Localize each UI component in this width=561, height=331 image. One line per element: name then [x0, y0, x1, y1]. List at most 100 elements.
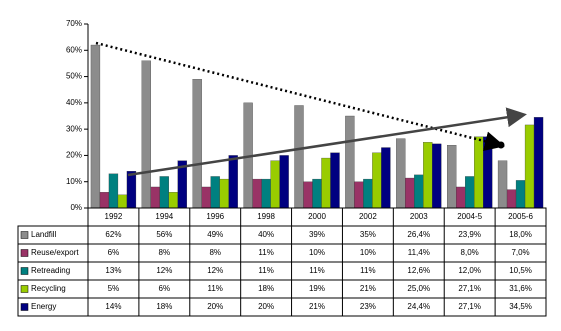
legend-key [20, 303, 29, 311]
bar [465, 176, 475, 209]
x-tick-label: 2005-6 [508, 212, 533, 221]
bar [90, 44, 101, 209]
table-value: 6% [108, 248, 120, 257]
bar [108, 173, 119, 209]
bar [497, 160, 508, 209]
legend-key [20, 267, 29, 275]
table-value: 18% [258, 284, 274, 293]
bar [524, 124, 535, 209]
bar [483, 136, 493, 209]
table-value: 49% [207, 230, 223, 239]
table-value: 62% [105, 230, 121, 239]
bar [270, 160, 280, 209]
table-value: 19% [309, 284, 325, 293]
table-value: 27,1% [458, 302, 481, 311]
trend-end-dot [497, 141, 505, 149]
bar [219, 178, 229, 209]
bar [474, 136, 484, 209]
bar [423, 142, 433, 209]
x-tick-label: 1998 [257, 212, 275, 221]
bar [126, 171, 137, 209]
bar [252, 178, 262, 209]
table-value: 18% [156, 302, 172, 311]
x-tick-label: 1992 [105, 212, 123, 221]
bar [228, 155, 238, 209]
bar [405, 177, 415, 209]
table-value: 13% [105, 266, 121, 275]
table-value: 23% [360, 302, 376, 311]
table-value: 11% [258, 266, 273, 275]
table-value: 11% [258, 248, 273, 257]
legend-label: Recycling [31, 284, 66, 293]
table-value: 11% [208, 284, 223, 293]
bar [312, 178, 322, 209]
x-tick-label: 2000 [308, 212, 326, 221]
bar [150, 186, 160, 209]
bar [279, 155, 289, 209]
x-tick-label: 2002 [359, 212, 377, 221]
legend-key [20, 231, 29, 239]
table-value: 35% [360, 230, 376, 239]
bar [345, 115, 355, 209]
table-value: 24,4% [407, 302, 430, 311]
x-tick-label: 1996 [206, 212, 224, 221]
bar [294, 105, 304, 209]
legend-label: Energy [31, 302, 56, 311]
bar [159, 176, 169, 209]
y-tick-label: 70% [66, 19, 82, 28]
table-value: 10% [309, 248, 325, 257]
bar [363, 178, 373, 209]
bar [201, 186, 211, 209]
bar [321, 157, 331, 209]
legend-label: Landfill [31, 230, 57, 239]
table-value: 23,9% [458, 230, 481, 239]
table-value: 39% [309, 230, 325, 239]
y-tick-label: 30% [66, 124, 82, 133]
table-value: 12% [156, 266, 172, 275]
y-tick-label: 60% [66, 45, 82, 54]
bar [533, 117, 544, 209]
table-value: 8% [209, 248, 221, 257]
legend-key [20, 285, 29, 293]
table-value: 27,1% [458, 284, 481, 293]
table-value: 14% [105, 302, 121, 311]
table-value: 18,0% [509, 230, 532, 239]
bar [372, 152, 382, 209]
y-tick-label: 40% [66, 98, 82, 107]
bar [456, 186, 466, 209]
table-value: 25,0% [407, 284, 430, 293]
bar [330, 152, 340, 209]
x-tick-label: 2003 [410, 212, 428, 221]
bar [506, 189, 517, 209]
table-value: 11% [309, 266, 324, 275]
y-tick-label: 20% [66, 151, 82, 160]
table-value: 11% [360, 266, 375, 275]
y-tick-label: 50% [66, 72, 82, 81]
table-value: 56% [156, 230, 172, 239]
table-value: 12% [207, 266, 223, 275]
bar [354, 181, 364, 209]
table-value: 20% [258, 302, 274, 311]
bar [432, 143, 442, 209]
table-value: 6% [159, 284, 171, 293]
table-value: 20% [207, 302, 223, 311]
x-tick-label: 2004-5 [457, 212, 482, 221]
bar [414, 174, 424, 209]
table-value: 7,0% [511, 248, 529, 257]
bar [210, 176, 220, 209]
table-value: 8,0% [461, 248, 479, 257]
legend-label: Reuse/export [31, 248, 79, 257]
bar [168, 192, 178, 209]
bar [261, 178, 271, 209]
table-value: 8% [159, 248, 171, 257]
bar [117, 194, 128, 209]
table-value: 12,6% [407, 266, 430, 275]
bar [381, 147, 391, 209]
table-value: 10% [360, 248, 376, 257]
bar [303, 181, 313, 209]
trend-arrow-up [127, 107, 527, 177]
table-value: 21% [360, 284, 376, 293]
y-tick-label: 10% [66, 177, 82, 186]
bar [515, 180, 526, 209]
